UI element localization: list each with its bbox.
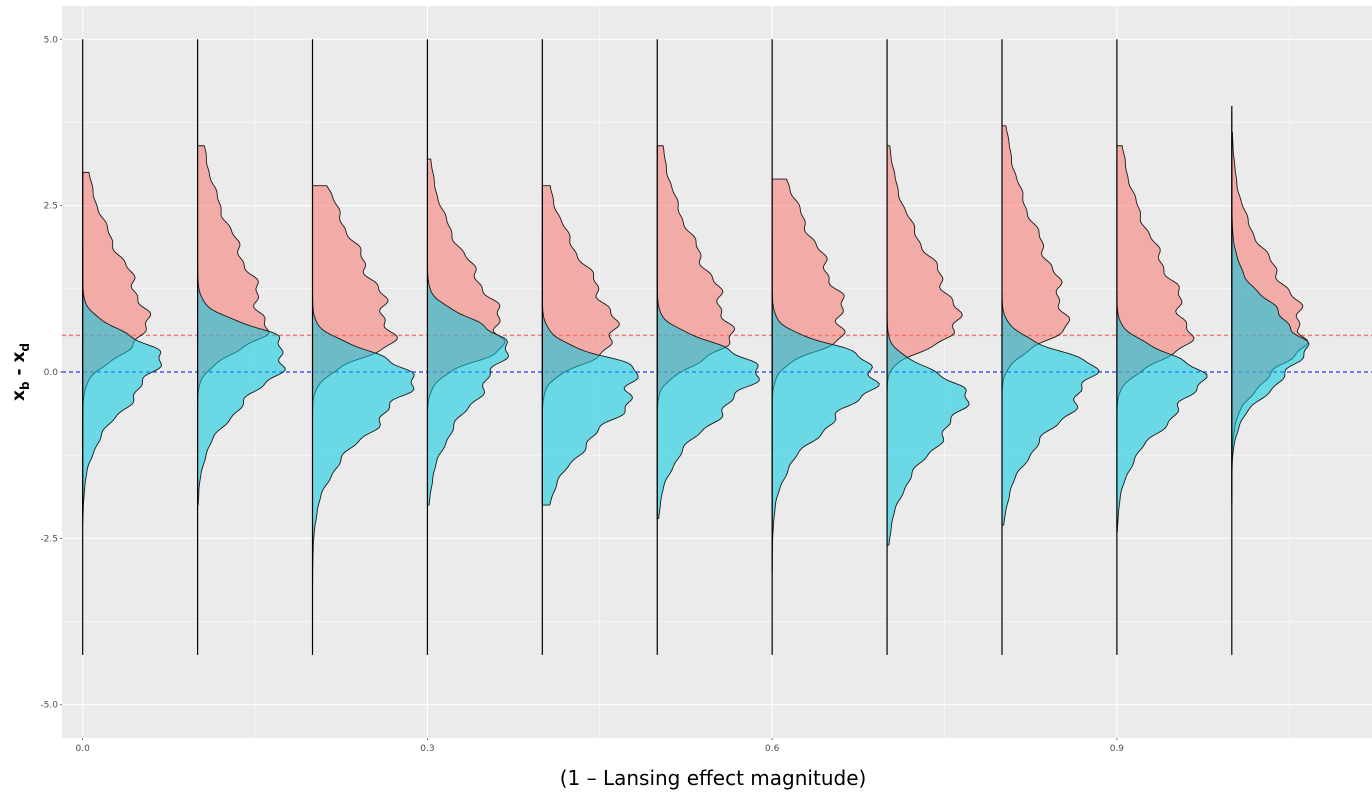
y-tick-label: -5.0 xyxy=(40,701,58,711)
violin-group xyxy=(1231,105,1310,655)
violin-group xyxy=(886,39,970,655)
x-axis-title: (1 – Lansing effect magnitude) xyxy=(560,766,867,790)
y-tick-label: -2.5 xyxy=(40,534,58,544)
y-tick-label: 2.5 xyxy=(44,202,58,212)
x-tick-label: 0.9 xyxy=(1110,744,1125,754)
violin-group xyxy=(426,39,509,655)
violin-group xyxy=(82,39,162,655)
violins xyxy=(82,39,1310,655)
violin-group xyxy=(656,39,760,655)
violin-group xyxy=(541,39,639,655)
x-tick-label: 0.0 xyxy=(76,744,91,754)
violin-group xyxy=(196,39,286,655)
violin-group xyxy=(1116,39,1208,655)
y-tick-label: 5.0 xyxy=(44,35,59,45)
violin-group xyxy=(1001,39,1100,655)
y-tick-label: 0.0 xyxy=(44,368,59,378)
x-tick-label: 0.3 xyxy=(420,744,434,754)
y-axis-title: xb - xd xyxy=(9,343,32,401)
violin-group xyxy=(771,39,880,655)
violin-group xyxy=(311,39,415,655)
violin-half-cyan xyxy=(426,238,509,506)
x-tick-label: 0.6 xyxy=(765,744,780,754)
axis-labels: -5.0 -2.5 0.0 2.5 5.0 0.0 0.3 0.6 0.9 xyxy=(40,35,1124,754)
